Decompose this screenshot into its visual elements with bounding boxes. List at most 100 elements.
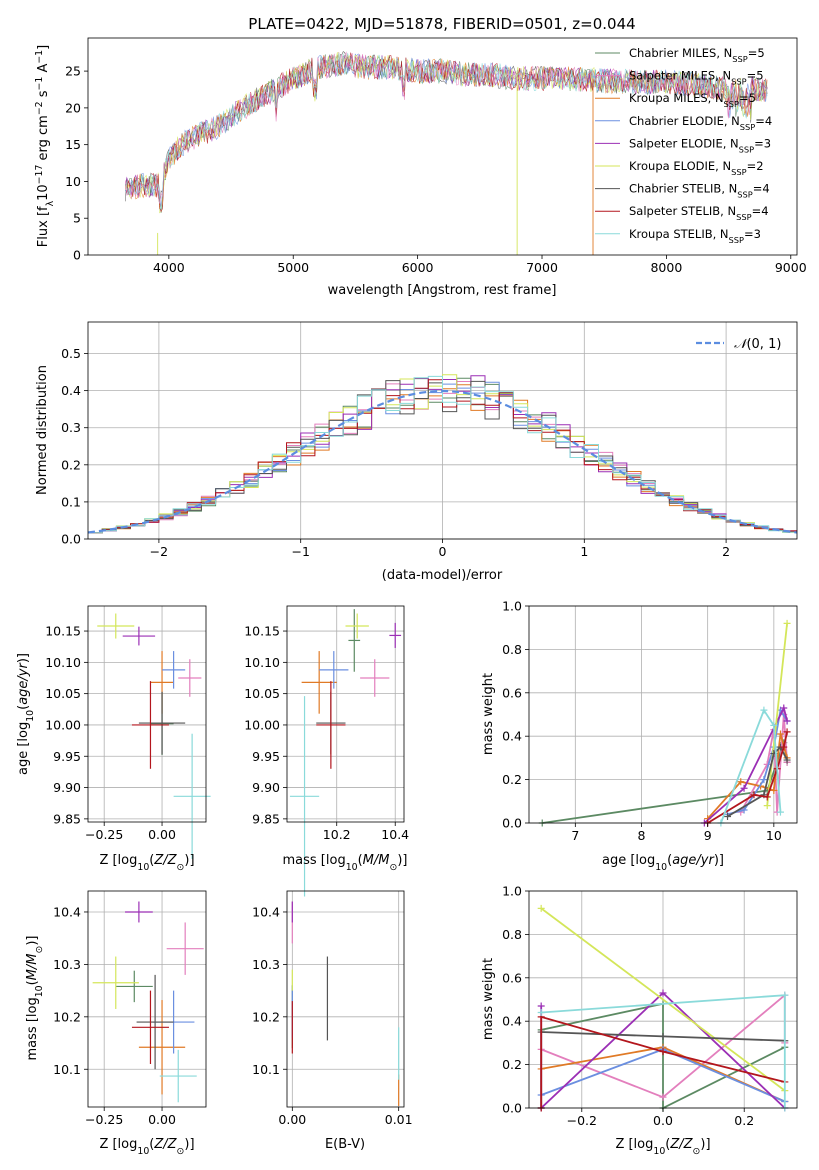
legend-label: Salpeter STELIB, NSSP=4 — [629, 204, 769, 222]
spectrum-line — [125, 53, 768, 212]
y-tick-label: 10.3 — [252, 957, 280, 972]
weight-marker — [537, 904, 545, 912]
axes-border — [286, 890, 405, 1108]
y-axis-label: Flux [fλ10−17 erg cm−2 s−1 A−1] — [34, 45, 56, 247]
axes-border — [87, 890, 207, 1108]
weight-marker — [780, 743, 788, 751]
x-axis-label: age [log10(age/yr)] — [602, 853, 724, 873]
weight-marker — [763, 793, 771, 801]
y-tick-label: 0.5 — [61, 346, 81, 361]
x-tick-label: 0.2 — [734, 1113, 754, 1128]
y-tick-label: 5 — [73, 211, 81, 226]
legend-label: Kroupa ELODIE, NSSP=2 — [629, 159, 764, 177]
x-axis-label: Z [log10(Z/Z⊙)] — [99, 1137, 194, 1157]
x-tick-label: 0.00 — [278, 1112, 306, 1127]
y-tick-label: 0.3 — [61, 420, 81, 435]
weight-marker — [783, 728, 791, 736]
weight-marker — [783, 756, 791, 764]
legend-label: 𝒩(0, 1) — [734, 337, 781, 352]
x-tick-label: 0.00 — [148, 827, 176, 842]
axes-frame — [283, 890, 405, 1111]
y-tick-label: 10.00 — [244, 717, 280, 732]
y-axis-label: Normed distribution — [35, 365, 50, 495]
y-tick-label: 10.2 — [252, 1009, 280, 1024]
axes-frame — [283, 605, 405, 826]
y-tick-label: 10.00 — [45, 717, 81, 732]
y-tick-label: 0.6 — [502, 685, 522, 700]
axes-frame — [525, 890, 798, 1112]
y-tick-label: 10.2 — [53, 1009, 81, 1024]
y-tick-label: 1.0 — [502, 599, 522, 614]
x-tick-label: 7000 — [526, 260, 558, 275]
weight-marker — [776, 808, 784, 816]
x-tick-label: 8 — [638, 828, 646, 843]
histogram-steps — [88, 375, 797, 534]
x-tick-label: −1 — [291, 544, 309, 559]
x-tick-label: 8000 — [650, 260, 682, 275]
plot-area — [92, 901, 204, 1103]
axes-border — [87, 37, 798, 256]
legend-label: Salpeter MILES, NSSP=5 — [629, 69, 764, 87]
plot-area — [87, 374, 798, 534]
weight-marker — [760, 776, 768, 784]
x-tick-label: −0.25 — [85, 1112, 123, 1127]
y-axis-label: mass weight — [481, 673, 496, 755]
y-axis-label: age [log10(age/yr)] — [16, 653, 36, 775]
axes-frame — [84, 605, 207, 826]
x-tick-label: 10.2 — [323, 827, 351, 842]
axes-frame — [525, 605, 798, 827]
spectrum-line — [125, 51, 768, 204]
plot-area — [97, 613, 211, 859]
y-tick-label: 9.95 — [252, 749, 280, 764]
weight-marker — [780, 704, 788, 712]
y-tick-label: 20 — [65, 100, 81, 115]
weight-line — [542, 742, 788, 824]
y-tick-label: 0.2 — [502, 1057, 522, 1072]
legend-label: Chabrier STELIB, NSSP=4 — [629, 182, 770, 200]
x-tick-label: 5000 — [277, 260, 309, 275]
weight-marker — [740, 784, 748, 792]
weight-line — [766, 623, 788, 806]
x-axis-label: E(B-V) — [325, 1137, 365, 1152]
y-tick-label: 9.85 — [53, 811, 81, 826]
x-tick-label: 6000 — [402, 260, 434, 275]
x-tick-label: 9000 — [775, 260, 807, 275]
weight-marker — [770, 786, 778, 794]
y-tick-label: 0.2 — [502, 772, 522, 787]
y-tick-label: 10.15 — [244, 624, 280, 639]
legend-label: Chabrier ELODIE, NSSP=4 — [629, 114, 772, 132]
weight-line — [707, 733, 788, 820]
y-tick-label: 10.05 — [244, 686, 280, 701]
y-tick-label: 0.4 — [61, 383, 81, 398]
plot-area — [289, 609, 402, 897]
x-tick-label: −0.2 — [567, 1113, 597, 1128]
legend-label: Kroupa MILES, NSSP=5 — [629, 91, 756, 109]
x-tick-label: −0.25 — [85, 827, 123, 842]
figure-title: PLATE=0422, MJD=51878, FIBERID=0501, z=0… — [248, 15, 635, 33]
x-tick-label: 4000 — [153, 260, 185, 275]
legend-label: Kroupa STELIB, NSSP=3 — [629, 227, 761, 245]
weight-marker — [737, 778, 745, 786]
axes-frame — [84, 321, 798, 543]
legend-label: Chabrier MILES, NSSP=5 — [629, 46, 765, 64]
x-tick-label: 0.01 — [385, 1112, 413, 1127]
axes-border — [87, 605, 207, 823]
weight-marker — [537, 1009, 545, 1017]
x-tick-label: 9 — [704, 828, 712, 843]
weight-marker — [776, 730, 784, 738]
weight-line — [720, 708, 782, 824]
y-tick-label: 0.0 — [61, 532, 81, 547]
legend-label: Salpeter ELODIE, NSSP=3 — [629, 136, 771, 154]
weight-line — [703, 705, 788, 824]
weight-marker — [783, 717, 791, 725]
y-tick-label: 0.8 — [502, 642, 522, 657]
y-tick-label: 9.85 — [252, 811, 280, 826]
x-tick-label: 2 — [722, 544, 730, 559]
y-tick-label: 10.1 — [252, 1062, 280, 1077]
y-tick-label: 9.90 — [53, 780, 81, 795]
y-tick-label: 10.4 — [252, 904, 280, 919]
weight-marker — [659, 1093, 667, 1101]
weight-marker — [659, 1032, 667, 1040]
y-tick-label: 15 — [65, 137, 81, 152]
